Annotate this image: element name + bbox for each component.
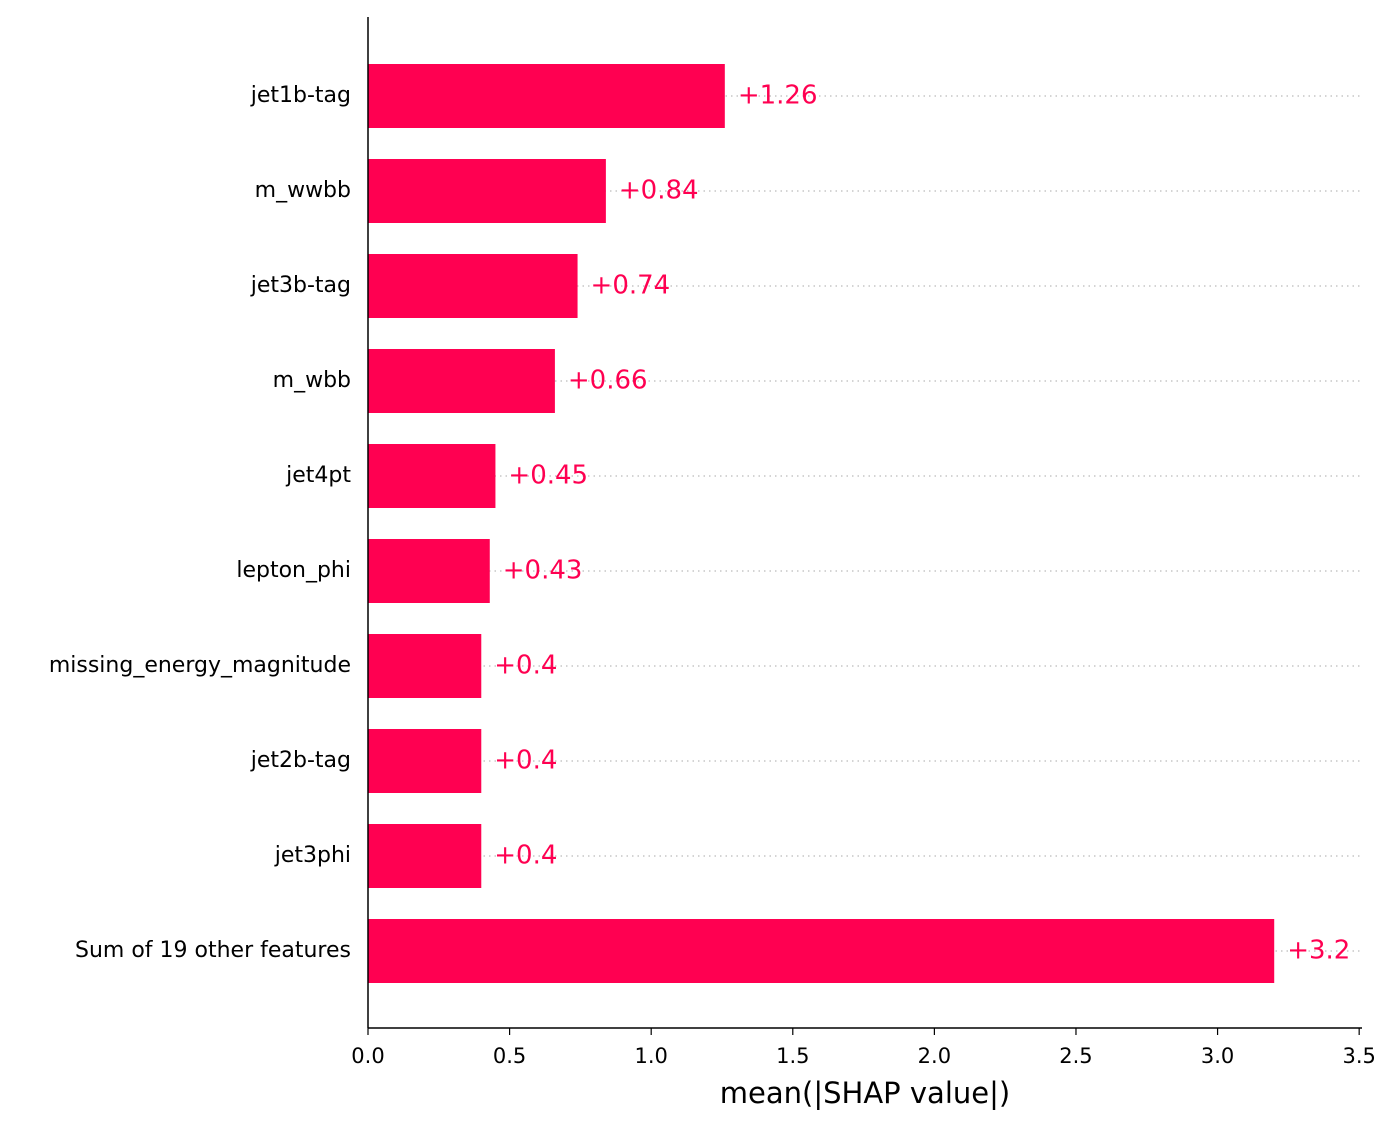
value-label: +0.4: [494, 746, 557, 776]
bar: [368, 824, 482, 888]
value-label: +0.74: [591, 271, 671, 301]
value-label: +0.66: [568, 366, 648, 396]
y-tick-label: m_wwbb: [255, 178, 351, 203]
y-tick-label: jet1b-tag: [250, 83, 351, 108]
value-label: +0.45: [508, 461, 588, 491]
y-tick-label: missing_energy_magnitude: [49, 653, 351, 678]
bar: [368, 444, 496, 508]
y-tick-label: jet3b-tag: [250, 273, 351, 298]
y-tick-label: jet4pt: [285, 463, 351, 488]
value-label: +0.84: [619, 176, 699, 206]
y-tick-label: Sum of 19 other features: [75, 938, 351, 963]
value-label: +3.2: [1287, 936, 1350, 966]
y-tick-label: lepton_phi: [236, 558, 351, 583]
x-tick-label: 0.5: [493, 1044, 526, 1068]
value-label: +0.43: [503, 556, 583, 586]
bar: [368, 64, 725, 128]
x-tick-label: 3.0: [1201, 1044, 1234, 1068]
x-tick-label: 3.5: [1342, 1044, 1375, 1068]
x-axis-title: mean(|SHAP value|): [720, 1076, 1010, 1110]
value-label: +0.4: [494, 651, 557, 681]
x-tick-label: 2.5: [1059, 1044, 1092, 1068]
x-tick-label: 1.0: [634, 1044, 667, 1068]
y-tick-label: m_wbb: [273, 368, 351, 393]
bar: [368, 729, 482, 793]
value-label: +0.4: [494, 841, 557, 871]
y-tick-label: jet3phi: [274, 843, 351, 868]
bar: [368, 254, 578, 318]
bar: [368, 349, 555, 413]
x-tick-label: 0.0: [351, 1044, 384, 1068]
value-label: +1.26: [738, 81, 818, 111]
x-tick-label: 2.0: [918, 1044, 951, 1068]
bar: [368, 539, 490, 603]
bar: [368, 919, 1275, 983]
bar: [368, 634, 482, 698]
y-tick-label: jet2b-tag: [250, 748, 351, 773]
bar: [368, 159, 606, 223]
x-tick-label: 1.5: [776, 1044, 809, 1068]
